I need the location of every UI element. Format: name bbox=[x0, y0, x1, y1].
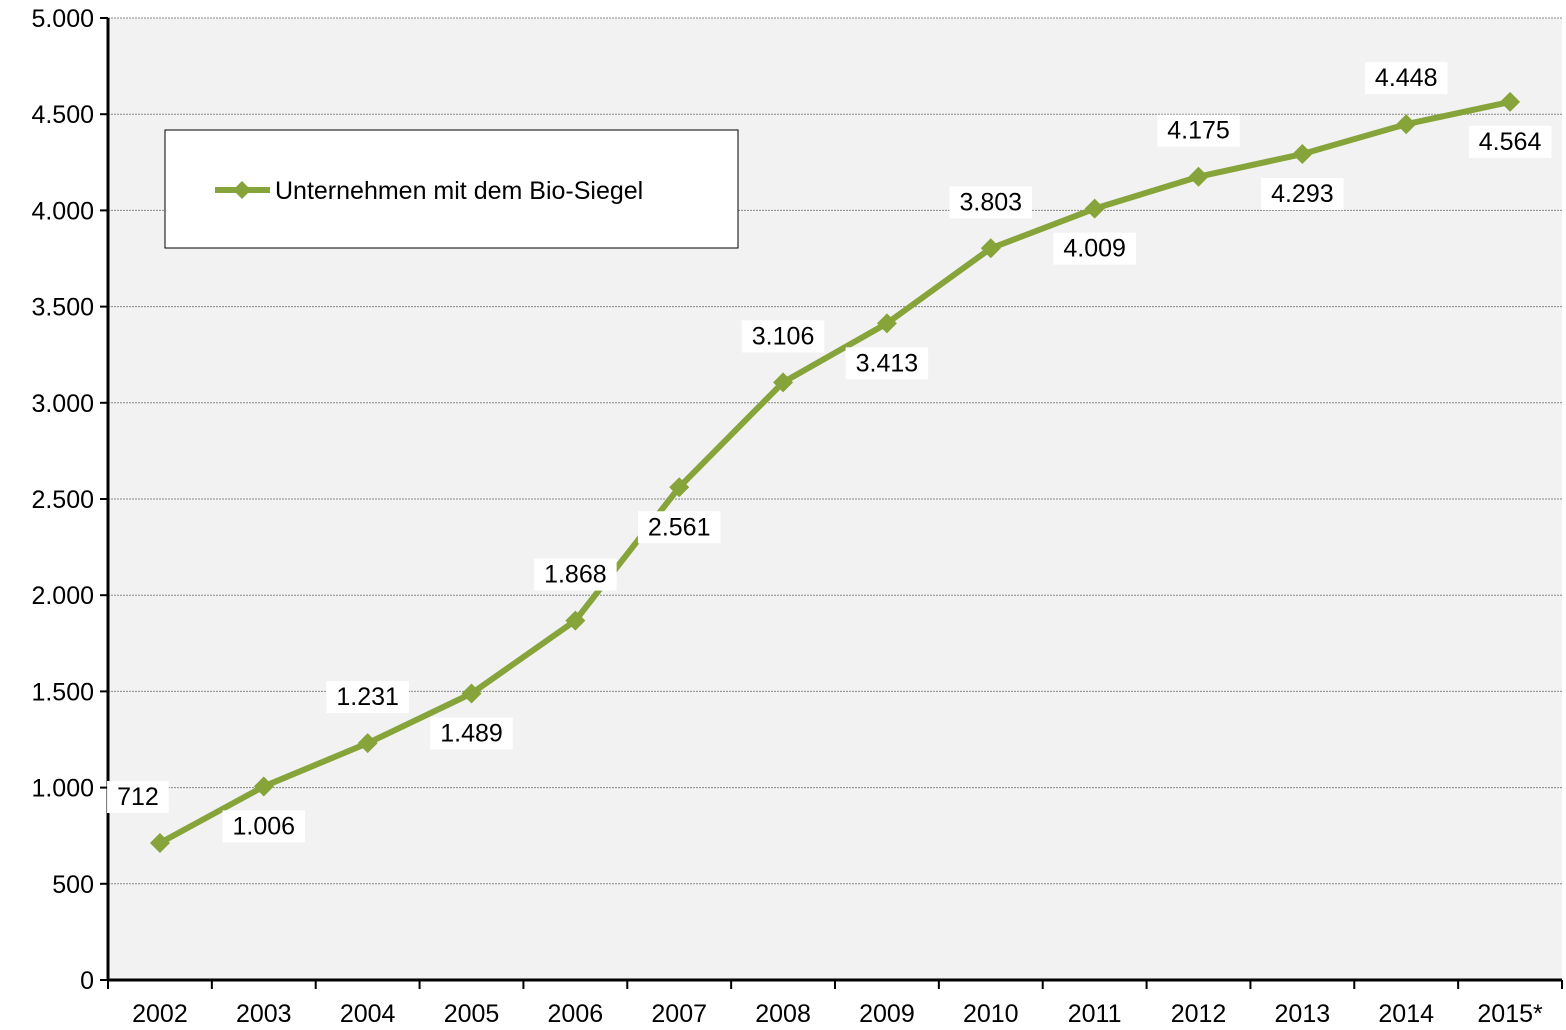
x-tick-label: 2011 bbox=[1068, 1000, 1122, 1028]
y-tick-label: 1.000 bbox=[31, 775, 94, 803]
data-label-bg bbox=[430, 717, 513, 750]
data-label-group: 4.009 bbox=[1053, 232, 1136, 265]
data-label-bg bbox=[949, 186, 1033, 219]
y-tick-label: 2.000 bbox=[31, 582, 94, 610]
data-label-bg bbox=[222, 810, 306, 843]
data-label-group: 4.175 bbox=[1157, 114, 1240, 147]
marker bbox=[253, 776, 274, 797]
legend-label: Unternehmen mit dem Bio-Siegel bbox=[275, 177, 643, 205]
x-tick-label: 2014 bbox=[1378, 1000, 1434, 1028]
x-tick-label: 2010 bbox=[963, 1000, 1019, 1028]
marker bbox=[1188, 166, 1209, 187]
data-label-group: 2.561 bbox=[637, 511, 721, 544]
x-tick-label: 2005 bbox=[444, 1000, 500, 1028]
data-label-group: 1.868 bbox=[534, 558, 617, 591]
data-label: 1.868 bbox=[544, 561, 607, 589]
x-tick-label: 2006 bbox=[548, 1000, 604, 1028]
legend-marker bbox=[233, 181, 251, 199]
data-label: 4.175 bbox=[1167, 117, 1230, 145]
line bbox=[158, 98, 1511, 846]
data-label: 1.231 bbox=[336, 683, 399, 711]
data-label-bg bbox=[1053, 232, 1136, 265]
y-tick-label: 5.000 bbox=[31, 5, 94, 33]
data-label-group: 3.106 bbox=[741, 320, 825, 353]
data-label-group: 1.231 bbox=[326, 681, 409, 714]
marker bbox=[876, 313, 897, 334]
data-label: 4.009 bbox=[1063, 235, 1126, 263]
y-tick-label: 500 bbox=[52, 871, 94, 899]
data-label: 1.006 bbox=[233, 812, 296, 840]
data-label: 4.448 bbox=[1375, 64, 1438, 92]
data-label-bg bbox=[107, 781, 169, 814]
marker bbox=[1084, 198, 1105, 219]
data-label: 712 bbox=[117, 783, 159, 811]
marker bbox=[357, 733, 378, 754]
x-tick-label: 2002 bbox=[132, 1000, 188, 1028]
data-label: 3.413 bbox=[856, 349, 919, 377]
data-label: 4.293 bbox=[1271, 180, 1334, 208]
y-tick-label: 2.500 bbox=[31, 486, 94, 514]
data-label-group: 1.489 bbox=[430, 717, 513, 750]
x-tick-label: 2015* bbox=[1477, 1000, 1543, 1028]
y-tick-label: 0 bbox=[80, 967, 94, 995]
data-label-bg bbox=[534, 558, 617, 591]
data-label-bg bbox=[326, 681, 409, 714]
data-label-group: 4.448 bbox=[1364, 62, 1448, 95]
data-label: 3.106 bbox=[752, 322, 815, 350]
y-tick-label: 1.500 bbox=[31, 678, 94, 706]
data-label-bg bbox=[637, 511, 721, 544]
marker bbox=[149, 833, 170, 854]
marker bbox=[669, 477, 690, 498]
data-label-group: 1.006 bbox=[222, 810, 306, 843]
data-label-bg bbox=[845, 347, 929, 380]
data-label-group: 4.293 bbox=[1261, 178, 1344, 211]
y-tick-label: 3.000 bbox=[31, 390, 94, 418]
x-tick-label: 2007 bbox=[651, 1000, 707, 1028]
data-label: 3.803 bbox=[960, 188, 1023, 216]
data-label-group: 4.564 bbox=[1468, 125, 1552, 158]
marker bbox=[1500, 91, 1521, 112]
x-tick-label: 2004 bbox=[340, 1000, 396, 1028]
data-label-group: 712 bbox=[107, 781, 169, 814]
marker bbox=[980, 238, 1001, 259]
y-tick-label: 4.000 bbox=[31, 197, 94, 225]
y-tick-label: 3.500 bbox=[31, 294, 94, 322]
x-tick-label: 2003 bbox=[236, 1000, 292, 1028]
data-label-group: 3.803 bbox=[949, 186, 1033, 219]
data-label-group: 3.413 bbox=[845, 347, 929, 380]
data-label: 4.564 bbox=[1479, 128, 1542, 156]
data-label-bg bbox=[1364, 62, 1448, 95]
x-tick-label: 2008 bbox=[755, 1000, 811, 1028]
marker bbox=[773, 372, 794, 393]
data-label-bg bbox=[1157, 114, 1240, 147]
y-tick-label: 4.500 bbox=[31, 101, 94, 129]
data-label: 1.489 bbox=[440, 720, 503, 748]
marker bbox=[1396, 114, 1417, 135]
data-label-bg bbox=[1468, 125, 1552, 158]
data-label-bg bbox=[741, 320, 825, 353]
marker bbox=[565, 610, 586, 631]
marker bbox=[461, 683, 482, 704]
marker bbox=[1292, 144, 1313, 165]
x-tick-label: 2013 bbox=[1275, 1000, 1331, 1028]
x-tick-label: 2012 bbox=[1171, 1000, 1227, 1028]
x-tick-label: 2009 bbox=[859, 1000, 915, 1028]
data-label: 2.561 bbox=[648, 513, 711, 541]
data-label-bg bbox=[1261, 178, 1344, 211]
